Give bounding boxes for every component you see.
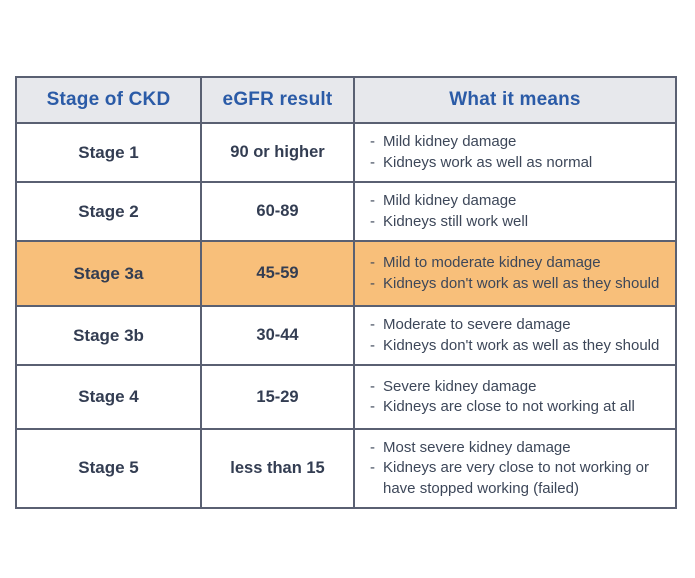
bullet-text: Mild kidney damage xyxy=(383,192,517,210)
bullet-text: Moderate to severe damage xyxy=(383,316,571,334)
bullet-dash: - xyxy=(370,398,375,415)
egfr-cell: 15-29 xyxy=(200,364,355,430)
means-cell: - Mild kidney damage - Kidneys still work w… xyxy=(353,181,677,242)
egfr-cell: 90 or higher xyxy=(200,122,355,183)
bullet-text: Most severe kidney damage xyxy=(383,439,571,456)
header-what-it-means: What it means xyxy=(353,76,677,124)
means-cell: - Mild kidney damage - Kidneys work as well… xyxy=(353,122,677,183)
table-row: Stage 2 60-89- Mild kidney damage - Kidneys … xyxy=(15,181,677,242)
bullet-text: Kidneys are very close to not working or… xyxy=(383,459,649,497)
bullet-text: Kidneys don't work as well as they shoul… xyxy=(383,336,660,354)
egfr-cell: 60-89 xyxy=(200,181,355,242)
egfr-cell: less than 15 xyxy=(200,428,355,509)
bullet-item: - Kidneys still work well xyxy=(370,212,665,232)
bullet-dash: - xyxy=(370,212,375,230)
bullet-item: - Mild to moderate kidney damage xyxy=(370,253,665,273)
table-row: Stage 3a 45-59- Mild to moderate kidney da… xyxy=(15,240,677,307)
bullet-dash: - xyxy=(370,133,375,151)
stage-cell: Stage 2 xyxy=(15,181,202,242)
header-stage-of-ckd: Stage of CKD xyxy=(15,76,202,124)
bullet-dash: - xyxy=(370,336,375,354)
bullet-item: - Mild kidney damage xyxy=(370,191,665,211)
table-row: Stage 5 less than 15- Most severe kidney d… xyxy=(15,428,677,509)
table-header-row: Stage of CKD eGFR result What it means xyxy=(15,76,677,124)
bullet-item: - Moderate to severe damage xyxy=(370,315,665,335)
bullet-dash: - xyxy=(370,459,375,477)
bullet-dash: - xyxy=(370,153,375,171)
bullet-dash: - xyxy=(370,316,375,334)
table-row: Stage 4 15-29- Severe kidney damage - Kidney… xyxy=(15,364,677,430)
bullet-item: - Kidneys work as well as normal xyxy=(370,153,665,173)
bullet-item: - Kidneys don't work as well as they shou… xyxy=(370,336,665,356)
egfr-cell: 30-44 xyxy=(200,305,355,366)
bullet-item: - Kidneys are close to not working at all xyxy=(370,397,665,417)
bullet-text: Kidneys work as well as normal xyxy=(383,153,593,171)
bullet-item: - Kidneys are very close to not working o… xyxy=(370,458,665,499)
stage-cell: Stage 4 xyxy=(15,364,202,430)
bullet-text: Mild to moderate kidney damage xyxy=(383,254,601,272)
bullet-dash: - xyxy=(370,192,375,210)
bullet-text: Mild kidney damage xyxy=(383,133,517,151)
bullet-text: Kidneys still work well xyxy=(383,212,529,230)
stage-cell: Stage 5 xyxy=(15,428,202,509)
table-row: Stage 3b 30-44- Moderate to severe damage -… xyxy=(15,305,677,366)
table-body: Stage 1 90 or higher - Mild kidney damage - K… xyxy=(15,122,677,509)
bullet-dash: - xyxy=(370,439,375,456)
means-cell: - Severe kidney damage - Kidneys are close … xyxy=(353,364,677,430)
bullet-text: Severe kidney damage xyxy=(383,377,537,395)
stage-cell: Stage 3a xyxy=(15,240,202,307)
header-egfr-result: eGFR result xyxy=(200,76,355,124)
means-cell: - Mild to moderate kidney damage - Kidneys … xyxy=(353,240,677,307)
bullet-text: Kidneys are close to not working at all xyxy=(383,398,635,415)
bullet-text: Kidneys don't work as well as they shoul… xyxy=(383,274,660,292)
stage-cell: Stage 3b xyxy=(15,305,202,366)
means-cell: - Most severe kidney damage - Kidneys are v… xyxy=(353,428,677,509)
egfr-cell: 45-59 xyxy=(200,240,355,307)
stage-cell: Stage 1 xyxy=(15,122,202,183)
bullet-item: - Most severe kidney damage xyxy=(370,438,665,458)
bullet-dash: - xyxy=(370,274,375,292)
bullet-item: - Severe kidney damage xyxy=(370,377,665,397)
bullet-item: - Mild kidney damage xyxy=(370,132,665,152)
bullet-item: - Kidneys don't work as well as they shou… xyxy=(370,274,665,294)
bullet-dash: - xyxy=(370,254,375,272)
table-row: Stage 1 90 or higher - Mild kidney damage - K… xyxy=(15,122,677,183)
means-cell: - Moderate to severe damage - Kidneys don't… xyxy=(353,305,677,366)
ckd-stages-table: Stage of CKD eGFR result What it means S… xyxy=(15,76,677,509)
bullet-dash: - xyxy=(370,377,375,395)
